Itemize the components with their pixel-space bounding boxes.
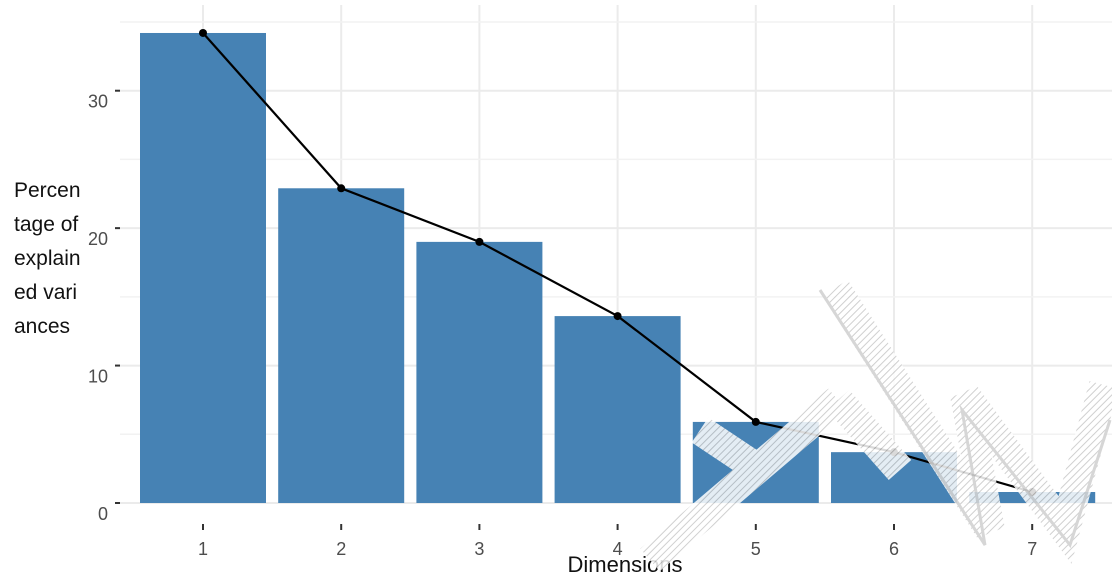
bar-3 — [416, 241, 543, 504]
point-5 — [751, 417, 760, 426]
x-tick-label-6: 6 — [889, 539, 899, 559]
y-tick-label-0: 0 — [98, 504, 108, 524]
y-tick-label-30: 30 — [88, 92, 108, 112]
x-tick-label-2: 2 — [336, 539, 346, 559]
x-tick-label-5: 5 — [751, 539, 761, 559]
watermark-letter-w — [822, 279, 1112, 564]
point-4 — [613, 312, 622, 321]
x-tick-label-7: 7 — [1027, 539, 1037, 559]
bar-1 — [140, 32, 266, 503]
x-axis: 1 2 3 4 5 6 7 — [198, 524, 1037, 559]
y-axis-title: Percentage of explained variances — [14, 179, 81, 338]
y-axis: 0 10 20 30 — [88, 89, 120, 524]
bar-2 — [278, 188, 405, 503]
y-tick-label-20: 20 — [88, 229, 108, 249]
point-2 — [337, 184, 346, 193]
x-tick-label-3: 3 — [474, 539, 484, 559]
watermark-letter-e — [640, 388, 912, 572]
bars — [140, 32, 1096, 504]
review-watermark — [640, 279, 1112, 572]
point-1 — [199, 28, 207, 37]
point-3 — [475, 237, 484, 246]
watermark-edge — [818, 289, 1112, 549]
x-tick-label-4: 4 — [613, 539, 623, 559]
bar-4 — [554, 316, 681, 503]
y-tick-label-10: 10 — [88, 367, 108, 387]
x-tick-label-1: 1 — [198, 539, 208, 559]
